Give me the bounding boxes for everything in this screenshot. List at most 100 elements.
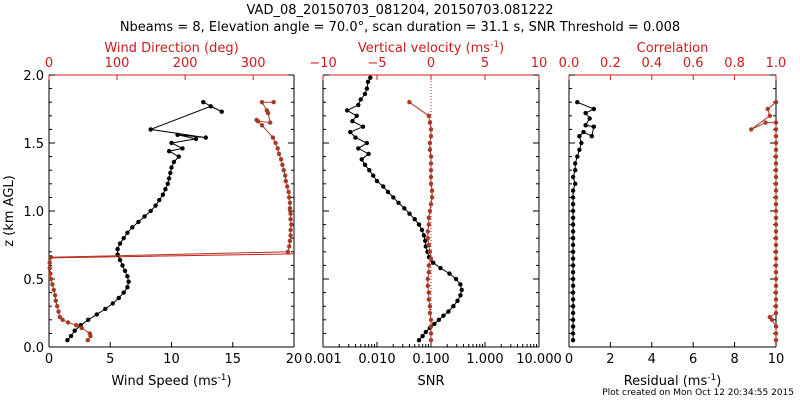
- panel-2-series-1-point: [773, 174, 779, 180]
- panel-1-series-1-point: [428, 338, 434, 343]
- panel-2-bottom-tick-label: 0: [565, 352, 573, 367]
- panel-0-series-1-point: [55, 304, 60, 309]
- panel-1-series-0-point: [420, 333, 425, 339]
- panel-1-series-1-point: [427, 310, 433, 316]
- panel-2-series-0-point: [570, 188, 576, 193]
- panel-2-series-1-point: [773, 236, 779, 241]
- panel-2-series-0-point: [570, 324, 576, 329]
- panel-0-series-1-point: [259, 100, 265, 105]
- panel-2-series-0-point: [591, 106, 596, 112]
- panel-1-top-tick-label: 5: [481, 56, 489, 71]
- panel-0-series-0-point: [171, 159, 177, 165]
- panel-0-series-1-point: [48, 276, 54, 282]
- panel-2-series-1-point: [773, 276, 779, 282]
- panel-2-series-1-point: [773, 120, 779, 125]
- panel-1-series-1-point: [428, 174, 434, 180]
- panel-2-series-0-point: [587, 116, 592, 121]
- panel-0-series-0-point: [121, 236, 126, 241]
- panel-1-series-0-point: [360, 124, 366, 129]
- panel-2-series-1-point: [773, 338, 779, 343]
- panel-0-series-1-point: [280, 162, 285, 167]
- panel-2-series-0-point: [570, 310, 576, 316]
- panel-0-series-1-point: [47, 260, 52, 265]
- panel-2-series-1-point: [773, 100, 779, 105]
- panel-1-series-0-point: [436, 317, 442, 322]
- chart-subtitle: Nbeams = 8, Elevation angle = 70.0°, sca…: [119, 20, 681, 35]
- panel-2-series-1-line: [750, 101, 777, 341]
- panel-2-series-0-point: [570, 195, 576, 200]
- panel-1-series-0-point: [364, 86, 370, 91]
- panel-1-series-0-point: [421, 233, 427, 238]
- panel-2-bottom-tick-label: 2: [606, 352, 614, 367]
- panel-1-bottom-tick-label: 0.001: [304, 352, 341, 367]
- panel-2-top-tick-label: 0.6: [683, 56, 704, 71]
- panel-2-series-1-point: [773, 147, 779, 152]
- panel-1-series-1-point: [428, 331, 434, 336]
- panel-0-series-0-point: [115, 246, 120, 252]
- panel-2-series-0-point: [581, 129, 586, 135]
- panel-2-series-1-point: [773, 229, 779, 234]
- panel-0-series-0-point: [193, 136, 199, 142]
- panel-1-series-0-point: [362, 91, 368, 97]
- panel-1-bottom-tick-label: 0.010: [358, 352, 395, 367]
- panel-2-series-1-point: [773, 297, 779, 302]
- panel-0-series-0-point: [125, 274, 130, 279]
- panel-0-top-tick-label: 0: [45, 56, 53, 71]
- y-tick-label: 2.0: [23, 69, 44, 84]
- panel-1-series-0-point: [407, 211, 412, 216]
- panel-1-series-0-point: [364, 140, 370, 146]
- panel-1-series-0-point: [371, 173, 376, 178]
- panel-0-series-1-point: [50, 282, 55, 287]
- panel-0-series-1-point: [57, 314, 63, 320]
- panel-0-series-1-point: [287, 200, 293, 205]
- panel-2-series-0-point: [570, 236, 576, 241]
- panel-2-bottom-tick-label: 6: [689, 352, 697, 367]
- panel-0-series-0-point: [169, 140, 174, 146]
- panel-2-series-1-point: [773, 263, 779, 268]
- panel-0-series-0-point: [165, 181, 170, 186]
- panel-2-series-0-point: [570, 276, 576, 282]
- panel-2-series-1-point: [773, 331, 779, 336]
- panel-0-series-0-point: [122, 268, 128, 273]
- panel-0-series-1-point: [65, 320, 71, 325]
- panel-2-series-0-point: [570, 297, 576, 302]
- panel-0-top-tick-label: 300: [241, 56, 266, 71]
- panel-2-series-0-point: [577, 134, 582, 139]
- panel-0-series-0-point: [125, 285, 130, 290]
- panel-0-series-1-point: [271, 100, 276, 105]
- panel-1-series-0-point: [368, 75, 373, 80]
- panel-2-series-1-point: [773, 242, 779, 248]
- panel-0-series-1-point: [285, 184, 290, 189]
- panel-0-series-0-point: [176, 154, 181, 159]
- panel-0-series-1-point: [281, 168, 286, 173]
- panel-0-series-1-point: [283, 178, 288, 184]
- panel-0-bottom-tick-label: 10: [163, 352, 180, 367]
- panel-1-series-0-point: [381, 184, 386, 189]
- panel-0-bottom-tick-label: 0: [45, 352, 53, 367]
- panel-0-series-1-point: [276, 151, 282, 157]
- panel-0-series-1-point: [275, 146, 280, 151]
- panel-2-series-1-point: [773, 127, 779, 132]
- panel-0-series-1-point: [85, 338, 91, 343]
- panel-2-bottom-axis-title: Residual (ms-1): [624, 373, 722, 389]
- panel-2-bottom-tick-label: 10: [768, 352, 785, 367]
- panel-1-series-1-point: [426, 222, 431, 227]
- panel-0-bottom-tick-label: 5: [106, 352, 114, 367]
- y-axis-title: z (km AGL): [2, 175, 17, 246]
- panel-1-series-0-point: [423, 329, 428, 335]
- panel-0-series-1-point: [273, 140, 278, 146]
- panel-0-series-0-point: [166, 176, 172, 181]
- panel-1-series-1-point: [426, 297, 431, 302]
- panel-1-series-1-point: [425, 283, 430, 288]
- panel-0-series-0-point: [120, 263, 125, 268]
- panel-1-series-0-point: [402, 206, 407, 211]
- panel-2-bottom-tick-label: 8: [730, 352, 738, 367]
- panel-1-series-1-point: [426, 270, 431, 275]
- panel-0-series-1-point: [74, 323, 79, 328]
- panel-1-series-1-point: [426, 242, 431, 248]
- panel-0-series-1-point: [255, 119, 261, 124]
- panel-2-series-1-point: [773, 195, 779, 200]
- panel-2-top-axis-title: Correlation: [637, 41, 709, 56]
- panel-1-series-0-point: [453, 276, 459, 282]
